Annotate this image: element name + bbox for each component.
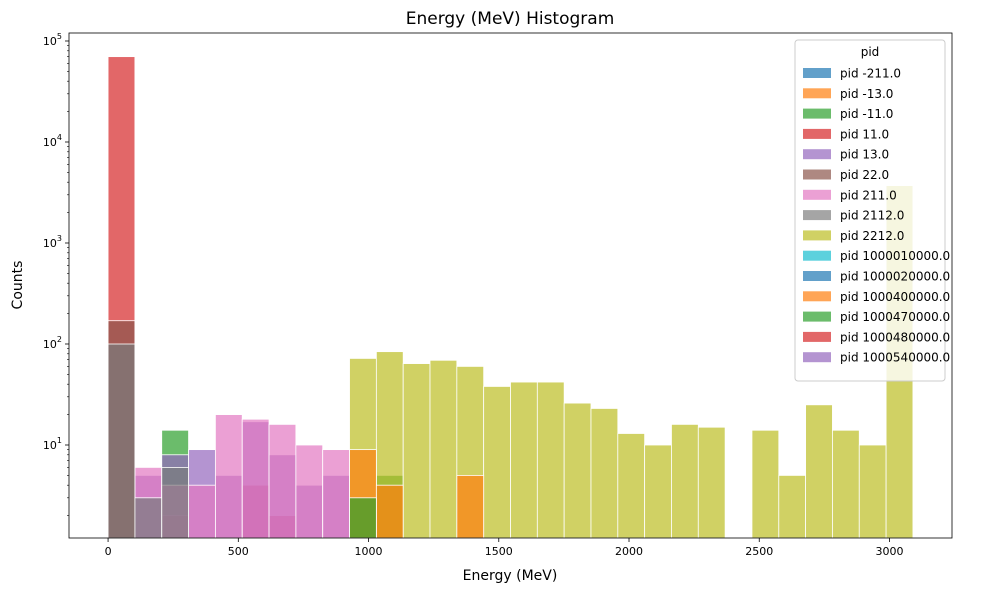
bar-s7-b1 (134, 497, 163, 539)
legend-label-7: pid 2112.0 (840, 209, 904, 223)
x-axis-ticks: 0 500 1000 1500 2000 2500 3000 (105, 538, 903, 558)
bar-s8-b3 (429, 359, 458, 539)
bar-s8-b18 (858, 444, 887, 539)
bar-s6-b5 (268, 423, 297, 539)
legend-swatch-12 (803, 311, 831, 322)
bars-layer (107, 56, 914, 539)
x-tick-label-1: 500 (228, 545, 249, 558)
x-tick-label-5: 2500 (745, 545, 773, 558)
legend-swatch-0 (803, 68, 831, 78)
legend-swatch-6 (803, 189, 831, 200)
legend-swatch-3 (803, 128, 831, 139)
chart-title: Energy (MeV) Histogram (406, 9, 615, 29)
bar-s8-b12 (671, 423, 699, 539)
x-tick-label-6: 3000 (875, 545, 903, 558)
y-axis-ticks: 101 102 103 104 105 (43, 32, 69, 516)
y-tick-label-1: 102 (43, 335, 62, 351)
bar-s8-b11 (644, 444, 672, 539)
x-tick-label-0: 0 (105, 545, 112, 558)
legend-label-5: pid 22.0 (840, 168, 889, 182)
y-tick-label-2: 103 (43, 234, 62, 250)
y-tick-label-3: 104 (43, 133, 62, 149)
legend-label-9: pid 1000010000.0 (840, 249, 950, 263)
legend-label-10: pid 1000020000.0 (840, 270, 950, 284)
legend-label-13: pid 1000480000.0 (840, 330, 950, 344)
bar-s8-b17 (832, 429, 860, 539)
legend-label-11: pid 1000400000.0 (840, 290, 950, 304)
bar-s8-b10 (617, 433, 646, 539)
legend-label-8: pid 2212.0 (840, 229, 904, 243)
bar-s8-b2 (402, 363, 431, 539)
legend-swatch-2 (803, 108, 831, 119)
bar-s8-b7 (536, 381, 565, 539)
bar-s7-b2 (161, 466, 189, 539)
legend-box (794, 39, 946, 382)
x-tick-label-3: 1500 (485, 545, 513, 558)
bar-s6-b6 (295, 444, 324, 539)
bar-s8-b15 (778, 474, 807, 539)
bar-s8-b16 (805, 404, 833, 539)
x-axis-label: Energy (MeV) (463, 568, 558, 584)
legend: pid pid -211.0 pid -13.0 pid -11.0 pid 11.0… (794, 39, 950, 382)
y-axis-label: Counts (10, 261, 26, 310)
bar-s8-b9 (590, 408, 619, 539)
legend-label-6: pid 211.0 (840, 188, 897, 202)
x-tick-label-4: 2000 (615, 545, 643, 558)
x-tick-label-2: 1000 (355, 545, 383, 558)
legend-swatch-9 (803, 250, 831, 261)
legend-swatch-7 (803, 210, 831, 221)
legend-label-1: pid -13.0 (840, 87, 893, 101)
bar-s6-b3 (214, 414, 243, 539)
bar-s6-b7 (322, 449, 350, 539)
legend-items: pid -211.0 pid -13.0 pid -11.0 pid 11.0 pid … (803, 67, 950, 365)
legend-swatch-10 (803, 271, 831, 281)
bar-s8-b13 (697, 426, 726, 539)
legend-label-0: pid -211.0 (840, 67, 901, 81)
bar-s7-b0 (107, 343, 136, 539)
legend-swatch-11 (803, 291, 831, 302)
legend-swatch-8 (803, 230, 831, 241)
bar-s11-b2 (456, 474, 485, 539)
bar-s6-b4 (241, 418, 270, 539)
legend-swatch-13 (803, 331, 831, 342)
bar-s6-b2 (188, 484, 216, 539)
legend-swatch-1 (803, 88, 831, 99)
bar-s8-b14 (751, 429, 780, 539)
bar-s11-b1 (375, 484, 404, 539)
legend-label-2: pid -11.0 (840, 107, 893, 121)
legend-swatch-5 (803, 169, 831, 180)
bar-s8-b8 (563, 402, 592, 539)
plot-frame (68, 32, 953, 539)
legend-title: pid (861, 45, 880, 59)
y-tick-label-4: 105 (43, 32, 62, 48)
bar-s8-b6 (510, 381, 538, 539)
legend-swatch-4 (803, 149, 831, 160)
legend-label-3: pid 11.0 (840, 127, 889, 141)
legend-swatch-14 (803, 352, 831, 363)
legend-label-12: pid 1000470000.0 (840, 310, 950, 324)
bar-s12-b0 (349, 497, 377, 539)
legend-label-14: pid 1000540000.0 (840, 351, 950, 365)
bar-s8-b5 (483, 386, 511, 539)
y-tick-label-0: 101 (43, 436, 62, 452)
legend-label-4: pid 13.0 (840, 148, 889, 162)
